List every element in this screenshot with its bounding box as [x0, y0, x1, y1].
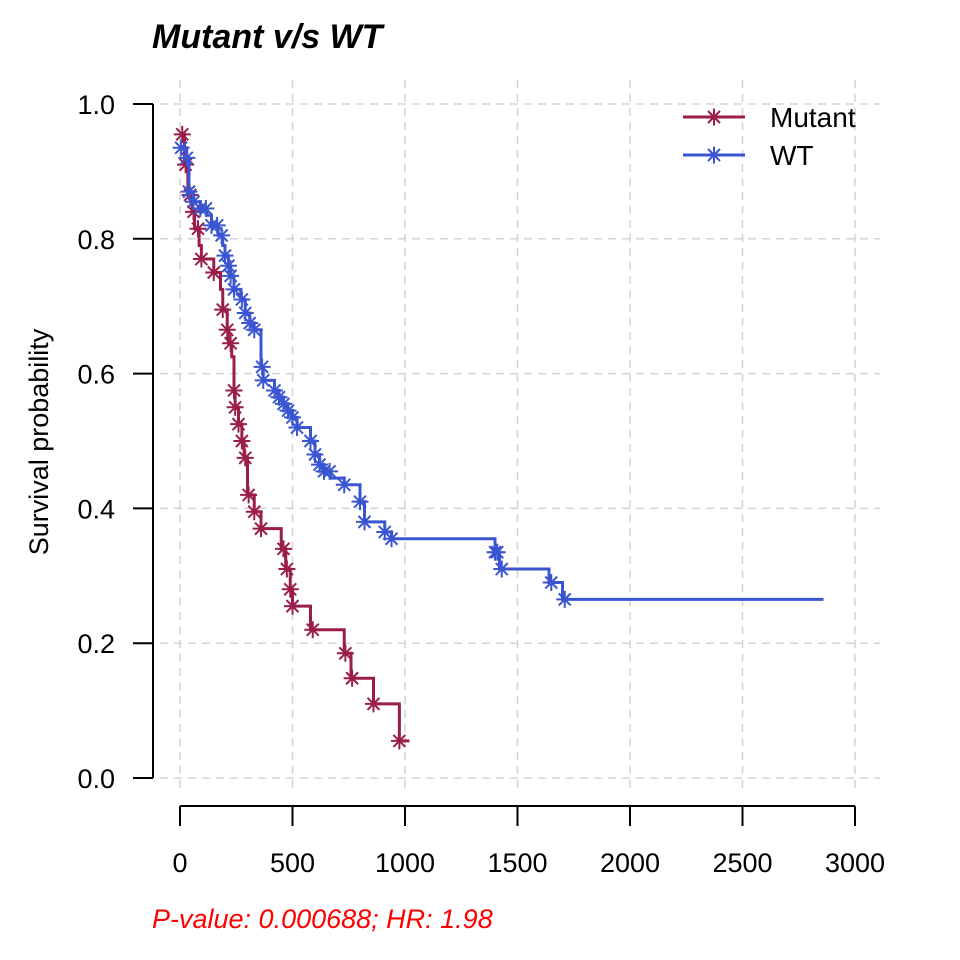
legend-marker-mutant: [705, 108, 723, 126]
censor-mark-wt: [351, 493, 369, 511]
censor-mark-wt: [302, 432, 319, 450]
x-tick-label: 1000: [375, 848, 435, 878]
x-tick-label: 2500: [712, 848, 772, 878]
censor-mark-wt: [493, 560, 511, 578]
x-axis-ticks: 0 500 1000 1500 2000 2500 3000: [172, 806, 885, 878]
series-mutant: [173, 125, 410, 750]
y-axis-ticks: 0.0 0.2 0.4 0.6 0.8 1.0: [77, 90, 153, 794]
y-tick-label: 0.4: [77, 494, 115, 524]
axes: [152, 104, 855, 807]
legend-label-mutant: Mutant: [770, 102, 856, 133]
chart-title: Mutant v/s WT: [152, 18, 383, 56]
y-axis-label: Survival probability: [24, 328, 54, 555]
p-value-annotation: P-value: 0.000688; HR: 1.98: [152, 904, 493, 934]
censor-mark-mutant: [245, 503, 263, 521]
censor-mark-wt: [556, 590, 574, 608]
censor-mark-mutant: [218, 321, 236, 339]
censor-mark-wt: [253, 358, 271, 376]
censor-mark-mutant: [278, 560, 296, 578]
censor-mark-mutant: [205, 264, 223, 281]
censor-mark-mutant: [225, 381, 243, 399]
censor-mark-mutant: [252, 520, 270, 538]
censor-mark-wt: [213, 226, 231, 244]
censor-mark-mutant: [390, 732, 408, 750]
censor-mark-wt: [335, 476, 353, 494]
censor-mark-mutant: [365, 695, 382, 713]
censor-mark-wt: [488, 543, 506, 561]
y-tick-label: 1.0: [77, 90, 115, 120]
censor-mark-wt: [279, 402, 297, 420]
censor-mark-wt: [383, 530, 400, 548]
y-tick-label: 0.6: [77, 360, 115, 390]
censor-mark-mutant: [189, 220, 207, 238]
censor-mark-mutant: [236, 449, 254, 467]
censor-mark-wt: [172, 139, 190, 157]
censor-mark-wt: [178, 149, 196, 167]
censor-mark-mutant: [192, 250, 210, 268]
censor-mark-mutant: [240, 486, 258, 504]
x-tick-label: 0: [172, 848, 187, 878]
censor-mark-wt: [356, 513, 373, 531]
censor-mark-mutant: [214, 301, 232, 319]
censor-mark-wt: [219, 257, 237, 275]
censor-mark-wt: [275, 395, 292, 413]
censor-mark-wt: [254, 371, 272, 389]
censor-mark-mutant: [275, 540, 292, 558]
censor-mark-mutant: [233, 432, 251, 450]
y-tick-label: 0.8: [77, 225, 115, 255]
legend-marker-wt: [705, 146, 723, 164]
x-tick-label: 3000: [825, 848, 885, 878]
censor-mark-wt: [216, 247, 234, 265]
censor-mark-mutant: [230, 415, 247, 433]
grid-lines: [160, 80, 880, 790]
x-tick-label: 2000: [600, 848, 660, 878]
series-group: [172, 125, 824, 750]
y-tick-label: 0.2: [77, 629, 115, 659]
censor-mark-wt: [245, 321, 263, 339]
y-tick-label: 0.0: [77, 764, 115, 794]
censor-mark-wt: [542, 574, 560, 592]
legend-label-wt: WT: [770, 140, 814, 171]
legend-item-mutant: Mutant: [683, 102, 856, 133]
censor-mark-wt: [225, 280, 243, 298]
series-wt: [172, 139, 824, 608]
censor-mark-wt: [222, 267, 240, 285]
censor-mark-mutant: [304, 621, 322, 639]
legend: Mutant WT: [683, 102, 856, 171]
censor-mark-wt: [197, 199, 215, 217]
censor-mark-mutant: [173, 125, 191, 143]
censor-mark-mutant: [284, 597, 301, 615]
censor-mark-wt: [288, 419, 306, 437]
x-tick-label: 500: [270, 848, 315, 878]
legend-item-wt: WT: [683, 140, 814, 171]
censor-mark-mutant: [222, 334, 240, 352]
censor-mark-wt: [233, 290, 251, 308]
censor-mark-mutant: [336, 644, 354, 662]
censor-mark-mutant: [343, 669, 361, 687]
censor-mark-mutant: [281, 580, 299, 598]
censor-mark-mutant: [226, 398, 244, 416]
x-tick-label: 1500: [487, 848, 547, 878]
censor-mark-wt: [321, 462, 339, 480]
